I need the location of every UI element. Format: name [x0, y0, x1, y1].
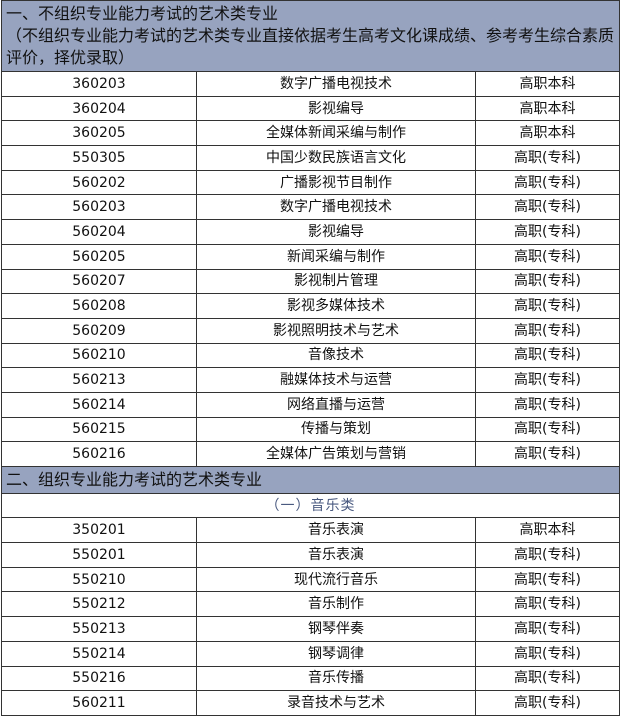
cell-code: 550214	[1, 640, 197, 667]
cell-name: 融媒体技术与运营	[196, 367, 476, 393]
cell-level: 高职(专科)	[474, 665, 620, 692]
cell-name: 钢琴调律	[196, 640, 476, 667]
table-row: 560210 音像技术 高职(专科)	[1, 342, 620, 369]
cell-level: 高职(专科)	[474, 640, 620, 667]
cell-level: 高职(专科)	[474, 219, 620, 245]
table-row: 560205 新闻采编与制作 高职(专科)	[1, 243, 620, 270]
cell-name: 影视多媒体技术	[196, 293, 476, 319]
cell-name: 影视制片管理	[196, 268, 476, 295]
cell-name: 音像技术	[196, 342, 476, 369]
table-row: 560215 传播与策划 高职(专科)	[1, 416, 620, 443]
cell-name: 影视编导	[196, 219, 476, 245]
cell-level: 高职本科	[474, 517, 620, 544]
cell-code: 560205	[1, 243, 197, 270]
cell-level: 高职(专科)	[474, 441, 620, 467]
cell-name: 全媒体广告策划与营销	[196, 441, 476, 467]
table-row: 550214 钢琴调律 高职(专科)	[1, 640, 620, 667]
table-row: 550212 音乐制作 高职(专科)	[1, 591, 620, 618]
cell-level: 高职(专科)	[474, 616, 620, 642]
table-row: 360204 影视编导 高职本科	[1, 95, 620, 122]
cell-level: 高职(专科)	[474, 416, 620, 443]
table-row: 560214 网络直播与运营 高职(专科)	[1, 391, 620, 418]
section-header: 一、不组织专业能力考试的艺术类专业 （不组织专业能力考试的艺术类专业直接依据考生高…	[0, 0, 620, 72]
cell-level: 高职(专科)	[474, 367, 620, 393]
cell-name: 影视照明技术与艺术	[196, 317, 476, 344]
cell-level: 高职(专科)	[474, 169, 620, 196]
table-row: 560208 影视多媒体技术 高职(专科)	[1, 293, 620, 319]
cell-code: 550210	[1, 566, 197, 593]
cell-level: 高职(专科)	[474, 342, 620, 369]
cell-name: 钢琴伴奏	[196, 616, 476, 642]
table-row: 560213 融媒体技术与运营 高职(专科)	[1, 367, 620, 393]
cell-level: 高职(专科)	[474, 194, 620, 221]
cell-level: 高职本科	[474, 95, 620, 122]
cell-code: 360204	[1, 95, 197, 122]
table-row: 550210 现代流行音乐 高职(专科)	[1, 566, 620, 593]
table-row: 350201 音乐表演 高职本科	[1, 517, 620, 544]
table-row: 560203 数字广播电视技术 高职(专科)	[1, 194, 620, 221]
table-row: 560204 影视编导 高职(专科)	[1, 219, 620, 245]
cell-code: 360205	[1, 120, 197, 147]
cell-code: 550213	[1, 616, 197, 642]
section-header: 二、组织专业能力考试的艺术类专业	[0, 466, 620, 494]
cell-code: 560208	[1, 293, 197, 319]
cell-level: 高职(专科)	[474, 243, 620, 270]
cell-name: 影视编导	[196, 95, 476, 122]
cell-code: 550212	[1, 591, 197, 618]
cell-level: 高职(专科)	[474, 591, 620, 618]
cell-name: 数字广播电视技术	[196, 194, 476, 221]
category-subtitle: （一）音乐类	[0, 492, 620, 519]
cell-name: 全媒体新闻采编与制作	[196, 120, 476, 147]
cell-code: 550305	[1, 145, 197, 171]
table-row: 560207 影视制片管理 高职(专科)	[1, 268, 620, 295]
cell-code: 560202	[1, 169, 197, 196]
cell-code: 560216	[1, 441, 197, 467]
cell-level: 高职(专科)	[474, 566, 620, 593]
cell-code: 560207	[1, 268, 197, 295]
cell-code: 560215	[1, 416, 197, 443]
table-row: 560202 广播影视节目制作 高职(专科)	[1, 169, 620, 196]
cell-code: 550216	[1, 665, 197, 692]
section-title: 一、不组织专业能力考试的艺术类专业	[6, 4, 279, 23]
cell-level: 高职本科	[474, 71, 620, 97]
cell-code: 560210	[1, 342, 197, 369]
cell-level: 高职(专科)	[474, 317, 620, 344]
cell-level: 高职(专科)	[474, 145, 620, 171]
table-row: 360205 全媒体新闻采编与制作 高职本科	[1, 120, 620, 147]
table-row: 360203 数字广播电视技术 高职本科	[1, 71, 620, 97]
cell-code: 350201	[1, 517, 197, 544]
cell-name: 中国少数民族语言文化	[196, 145, 476, 171]
table-row: 550201 音乐表演 高职(专科)	[1, 542, 620, 568]
cell-name: 音乐表演	[196, 542, 476, 568]
cell-name: 广播影视节目制作	[196, 169, 476, 196]
cell-level: 高职(专科)	[474, 391, 620, 418]
table-row: 550213 钢琴伴奏 高职(专科)	[1, 616, 620, 642]
cell-level: 高职(专科)	[474, 268, 620, 295]
cell-name: 数字广播电视技术	[196, 71, 476, 97]
cell-name: 传播与策划	[196, 416, 476, 443]
cell-code: 560214	[1, 391, 197, 418]
table-row: 550216 音乐传播 高职(专科)	[1, 665, 620, 692]
cell-code: 560203	[1, 194, 197, 221]
cell-name: 音乐表演	[196, 517, 476, 544]
cell-level: 高职本科	[474, 120, 620, 147]
cell-name: 现代流行音乐	[196, 566, 476, 593]
table-row: 560216 全媒体广告策划与营销 高职(专科)	[1, 441, 620, 467]
table-row: 550305 中国少数民族语言文化 高职(专科)	[1, 145, 620, 171]
cell-name: 新闻采编与制作	[196, 243, 476, 270]
cell-level: 高职(专科)	[474, 542, 620, 568]
section-note: （不组织专业能力考试的艺术类专业直接依据考生高考文化课成绩、参考考生综合素质评价…	[6, 26, 615, 67]
cell-code: 560209	[1, 317, 197, 344]
cell-name: 网络直播与运营	[196, 391, 476, 418]
cell-level: 高职(专科)	[474, 293, 620, 319]
cell-name: 音乐传播	[196, 665, 476, 692]
table-row: 560209 影视照明技术与艺术 高职(专科)	[1, 317, 620, 344]
cell-code: 550201	[1, 542, 197, 568]
cell-name: 音乐制作	[196, 591, 476, 618]
cell-code: 560204	[1, 219, 197, 245]
cell-code: 360203	[1, 71, 197, 97]
cell-code: 560213	[1, 367, 197, 393]
